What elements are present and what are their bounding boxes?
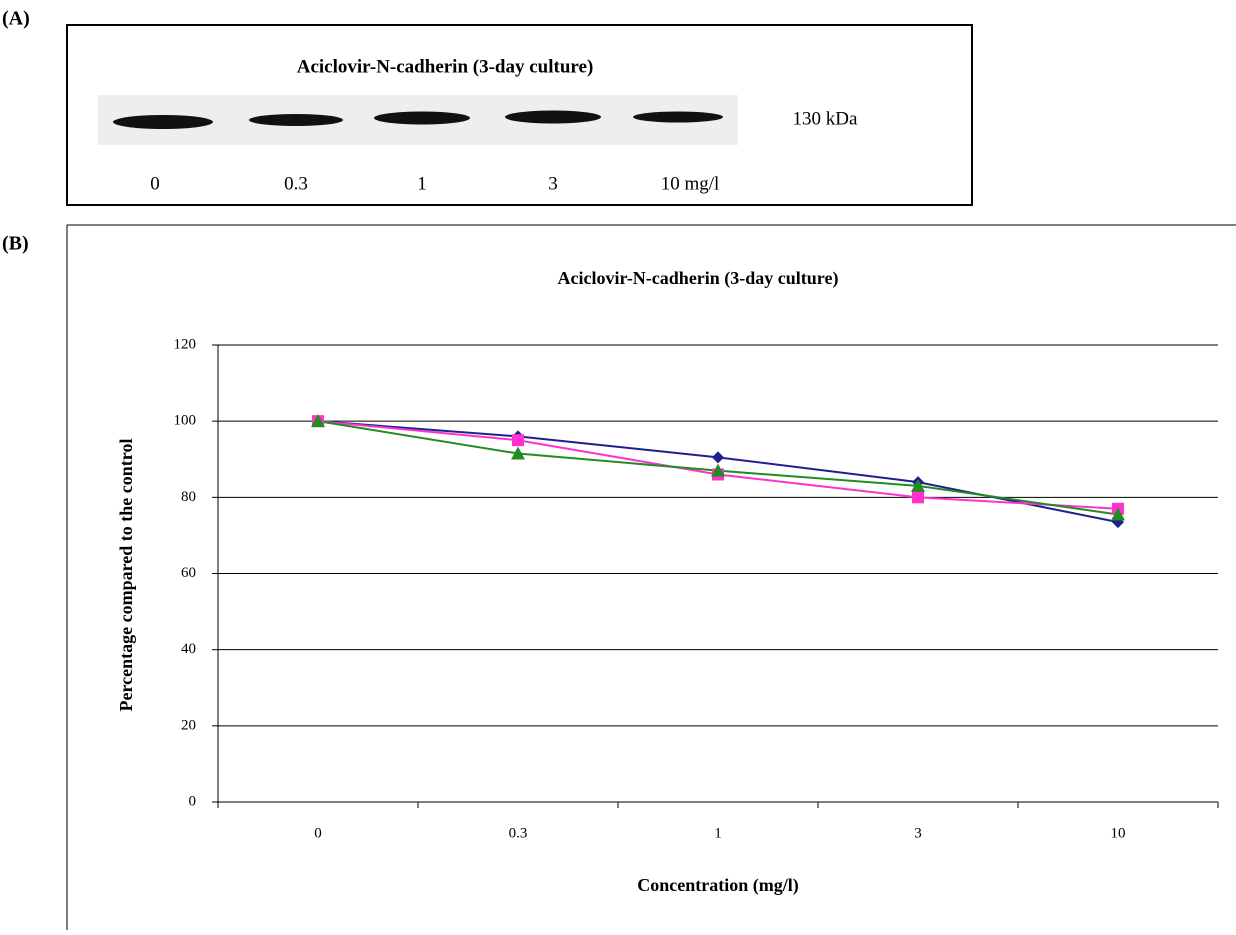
y-tick-label: 100 [174, 413, 197, 429]
y-tick-label: 20 [181, 717, 196, 733]
marker [911, 478, 925, 492]
x-tick-label: 10 [1111, 825, 1126, 841]
chart-title: Aciclovir-N-cadherin (3-day culture) [558, 268, 839, 289]
band [633, 111, 723, 123]
blot-title: Aciclovir-N-cadherin (3-day culture) [297, 56, 594, 77]
x-tick-label: 0.3 [509, 825, 528, 841]
x-tick-label: 3 [914, 825, 922, 841]
blot-bands [113, 110, 723, 129]
lane-label: 10 mg/l [661, 173, 720, 194]
band [249, 114, 343, 126]
x-tick-label: 0 [314, 825, 322, 841]
lane-label: 1 [417, 173, 427, 194]
y-tick-label: 120 [174, 336, 197, 352]
y-tick-label: 0 [189, 793, 197, 809]
y-tick-label: 80 [181, 489, 196, 505]
band [113, 115, 213, 129]
band [505, 110, 601, 124]
marker [1111, 507, 1125, 521]
lane-label: 3 [548, 173, 558, 194]
y-tick-label: 60 [181, 565, 196, 581]
marker [512, 434, 524, 447]
x-tick-label: 1 [714, 825, 722, 841]
band [374, 111, 470, 125]
panel-a-frame [66, 24, 973, 206]
marker [712, 451, 724, 464]
marker [511, 446, 525, 460]
marker [311, 414, 325, 428]
plot: 0 20 40 60 80 100 120 0 0.3 1 3 10 [174, 336, 1219, 841]
lane-label: 0.3 [284, 173, 308, 194]
panel-label: (A) [2, 8, 30, 30]
x-axis-title: Concentration (mg/l) [637, 875, 798, 896]
molecular-weight: 130 kDa [793, 108, 858, 129]
marker [912, 491, 924, 504]
panel-label: (B) [2, 233, 29, 255]
y-tick-label: 40 [181, 641, 196, 657]
marker [711, 463, 725, 477]
y-axis-title: Percentage compared to the control [116, 439, 136, 712]
lane-label: 0 [150, 173, 160, 194]
